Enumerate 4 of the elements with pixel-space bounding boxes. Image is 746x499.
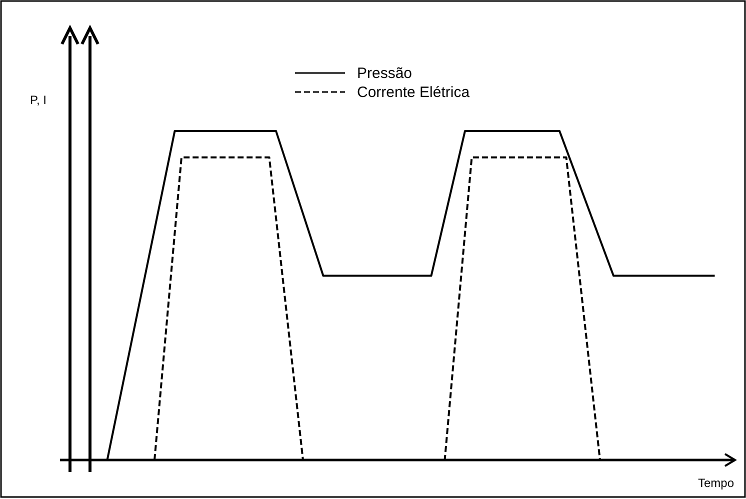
legend-label: Pressão (357, 65, 412, 82)
x-axis-title: Tempo (698, 476, 734, 490)
legend-label: Corrente Elétrica (357, 84, 470, 101)
y-axis-title: P, I (30, 93, 46, 107)
